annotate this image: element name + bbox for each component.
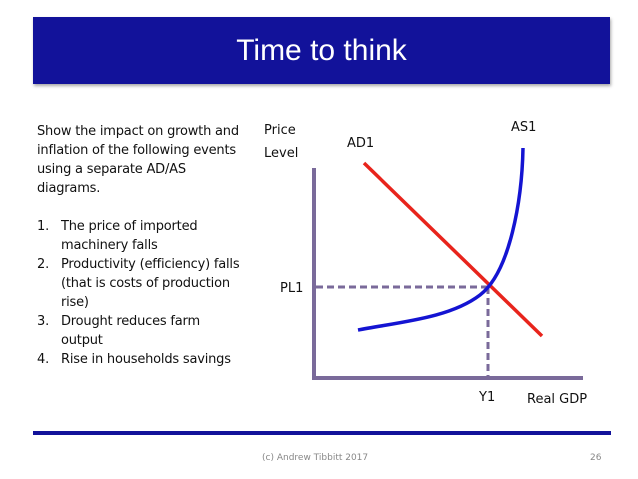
event-item: 3. Drought reduces farm output bbox=[37, 312, 242, 350]
event-number: 2. bbox=[37, 257, 50, 272]
y-axis-label-line1: Price bbox=[264, 123, 296, 138]
event-item: 1. The price of imported machinery falls bbox=[37, 217, 242, 255]
event-text: Rise in households savings bbox=[61, 352, 231, 367]
event-item: 2. Productivity (efficiency) falls (that… bbox=[37, 255, 242, 312]
as-curve-label: AS1 bbox=[511, 120, 536, 135]
event-number: 4. bbox=[37, 352, 50, 367]
event-text: Productivity (efficiency) falls (that is… bbox=[61, 257, 240, 310]
footer-divider bbox=[33, 431, 611, 435]
footer-credit: (c) Andrew Tibbitt 2017 bbox=[262, 453, 369, 463]
event-text: Drought reduces farm output bbox=[61, 314, 200, 348]
event-text: The price of imported machinery falls bbox=[61, 219, 198, 253]
ad-curve-label: AD1 bbox=[347, 136, 374, 151]
slide-title: Time to think bbox=[236, 33, 407, 67]
y-axis-label-line2: Level bbox=[264, 146, 298, 161]
events-list: 1. The price of imported machinery falls… bbox=[37, 217, 242, 369]
event-number: 3. bbox=[37, 314, 50, 329]
instructions-panel: Show the impact on growth and inflation … bbox=[37, 122, 242, 369]
slide-number: 26 bbox=[590, 453, 602, 463]
as-curve bbox=[357, 147, 525, 332]
ad-curve bbox=[362, 161, 544, 338]
instructions-intro: Show the impact on growth and inflation … bbox=[37, 124, 239, 196]
event-number: 1. bbox=[37, 219, 50, 234]
x-axis-label: Real GDP bbox=[527, 392, 587, 407]
event-item: 4. Rise in households savings bbox=[37, 350, 242, 369]
title-banner: Time to think bbox=[33, 17, 610, 84]
output-label: Y1 bbox=[478, 390, 495, 405]
price-level-label: PL1 bbox=[280, 281, 303, 296]
